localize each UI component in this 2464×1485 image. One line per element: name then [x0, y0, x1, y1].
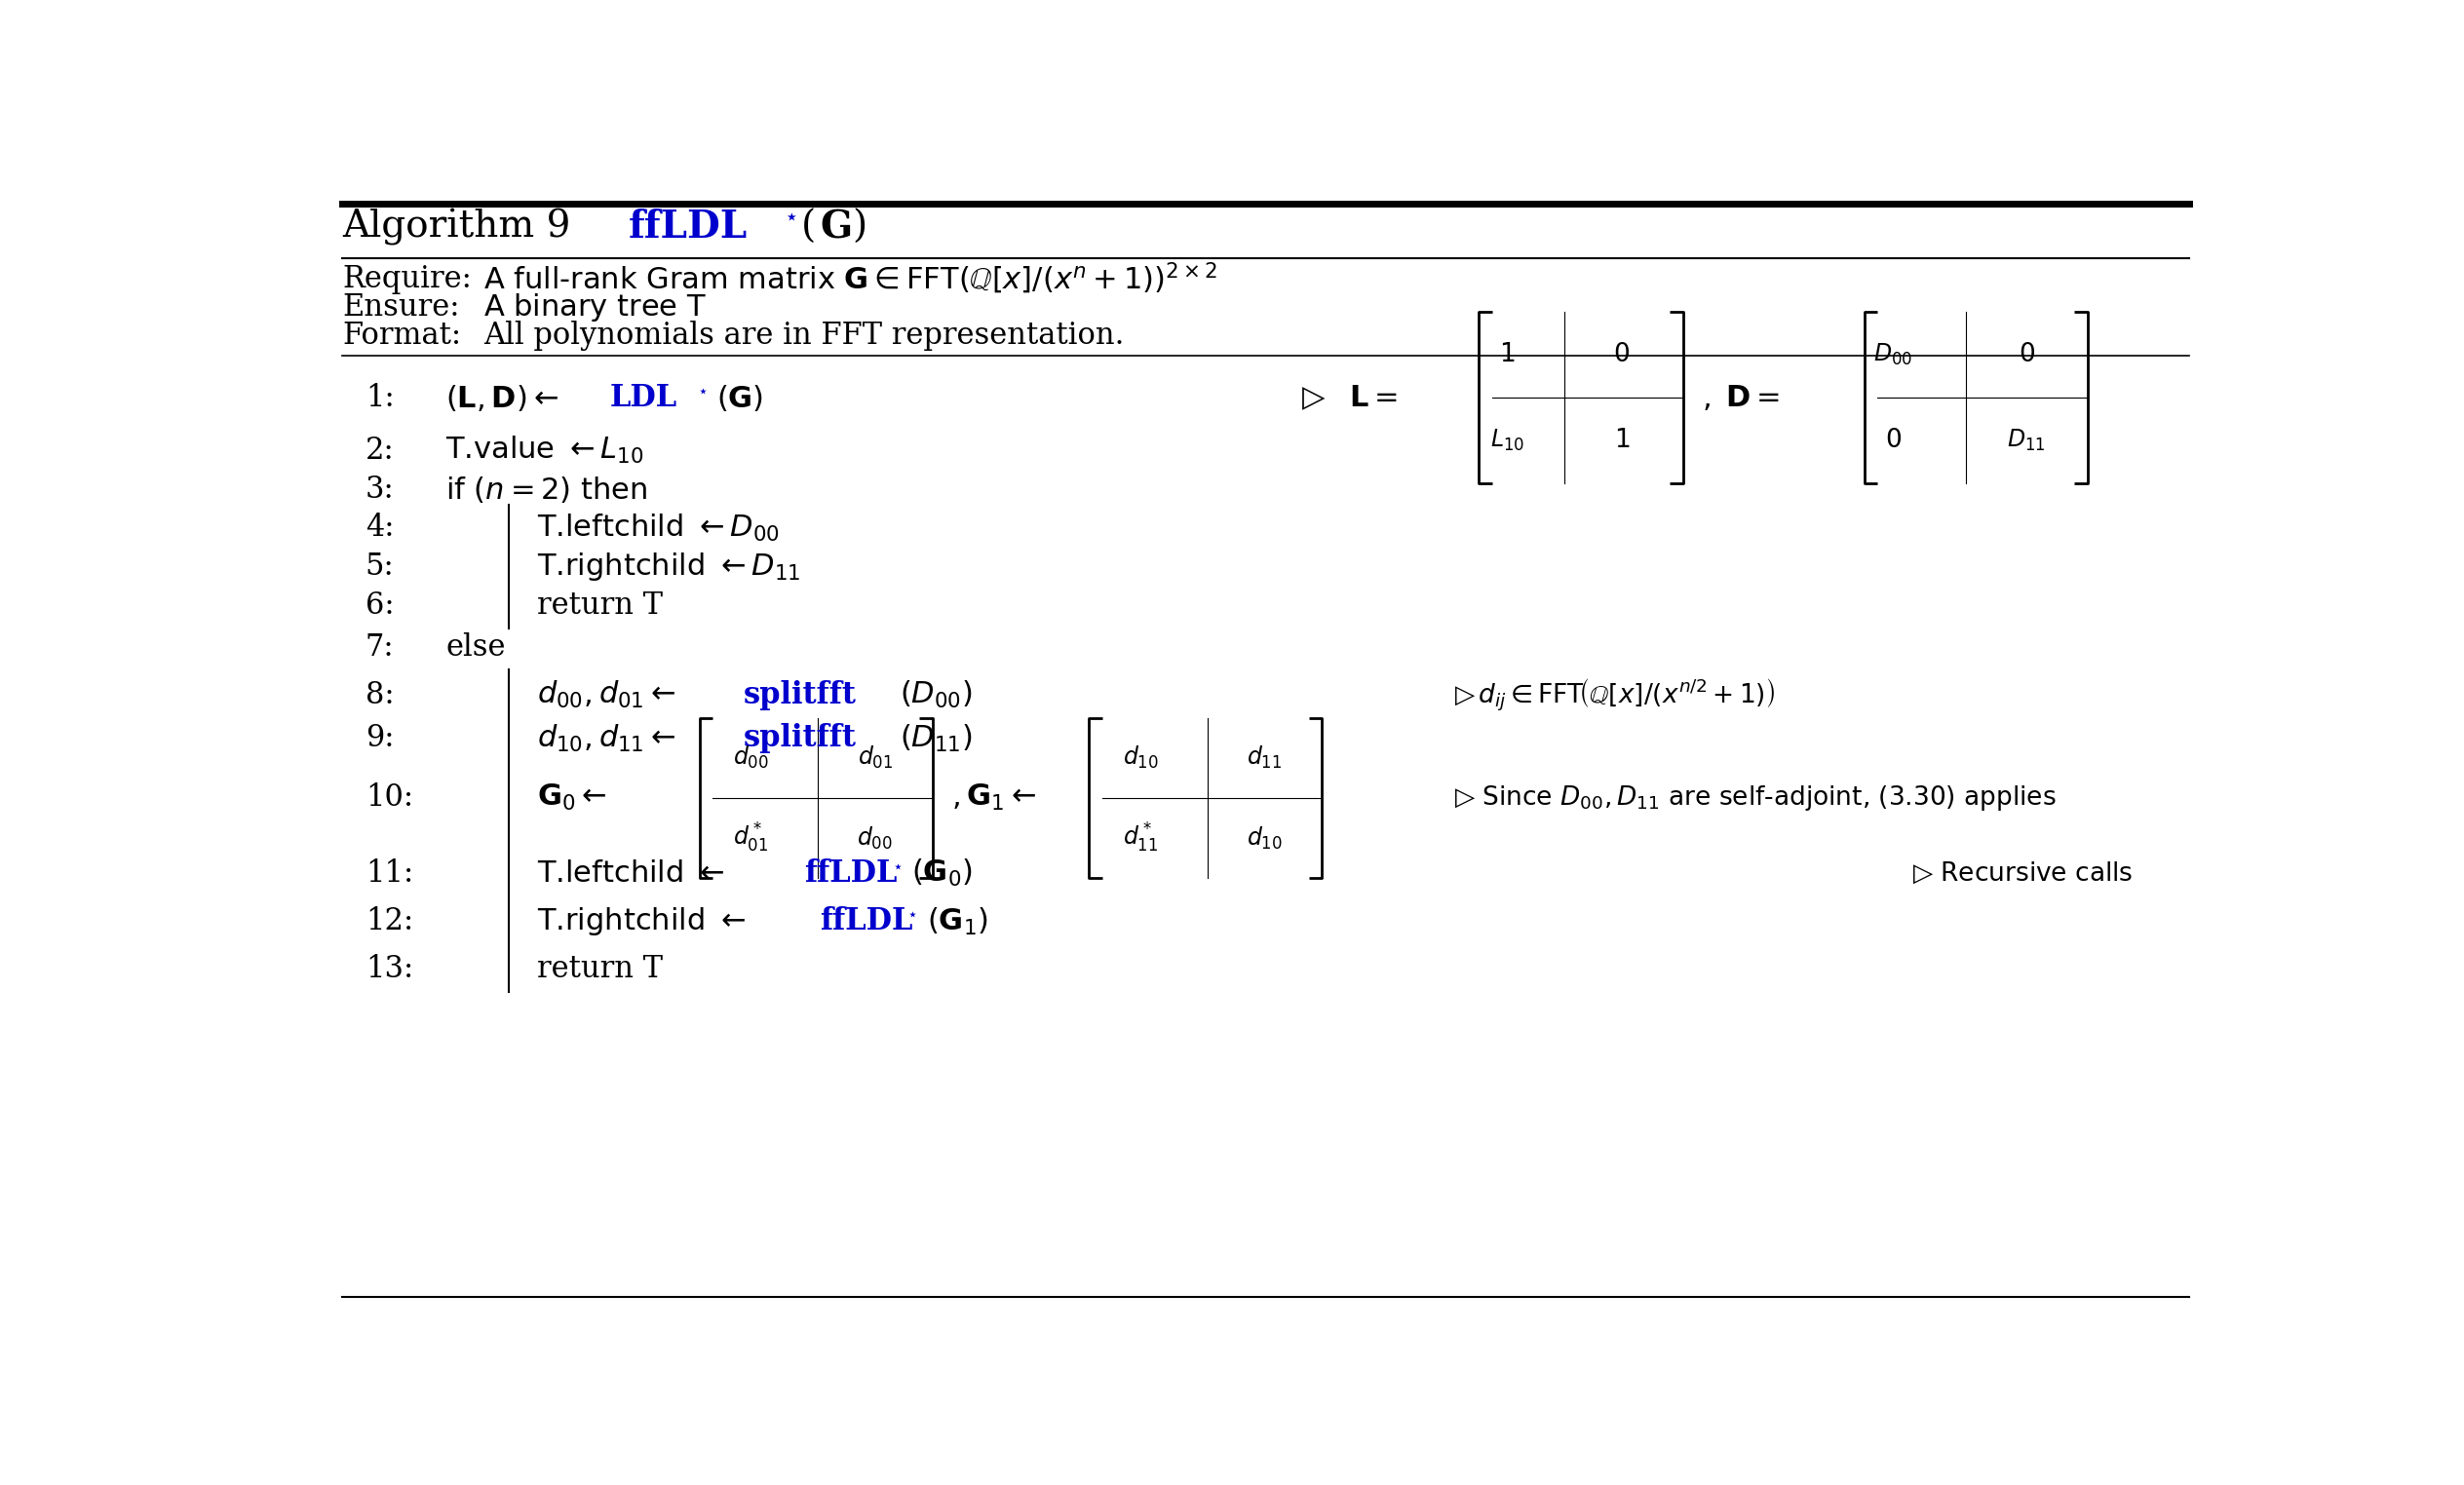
Text: $\triangleright$ Recursive calls: $\triangleright$ Recursive calls: [1912, 860, 2134, 887]
Text: $\triangleright$: $\triangleright$: [1301, 383, 1326, 413]
Text: ffLDL: ffLDL: [821, 906, 912, 937]
Text: $d_{10}$: $d_{10}$: [1124, 744, 1158, 771]
Text: ffLDL: ffLDL: [628, 209, 749, 247]
Text: 2:: 2:: [365, 435, 394, 465]
Text: return T: return T: [537, 591, 663, 621]
Text: $0$: $0$: [1885, 428, 1902, 453]
Text: $d_{11}^*$: $d_{11}^*$: [1124, 821, 1158, 855]
Text: T.value $\leftarrow L_{10}$: T.value $\leftarrow L_{10}$: [446, 435, 643, 466]
Text: A binary tree $\mathrm{T}$: A binary tree $\mathrm{T}$: [483, 291, 707, 324]
Text: $\triangleright\, d_{ij} \in \mathrm{FFT}\!\left(\mathbb{Q}[x]/(x^{n/2}+1)\right: $\triangleright\, d_{ij} \in \mathrm{FFT…: [1454, 677, 1774, 713]
Text: return T: return T: [537, 955, 663, 985]
Text: A full-rank Gram matrix $\mathbf{G} \in \mathrm{FFT}\left(\mathbb{Q}[x]/(x^n+1)\: A full-rank Gram matrix $\mathbf{G} \in …: [483, 261, 1217, 297]
Text: T.rightchild $\leftarrow$: T.rightchild $\leftarrow$: [537, 906, 747, 937]
Text: if $(n = 2)$ then: if $(n = 2)$ then: [446, 474, 648, 505]
Text: Ensure:: Ensure:: [342, 293, 461, 322]
Text: $^\star$: $^\star$: [779, 212, 798, 244]
Text: Algorithm 9: Algorithm 9: [342, 209, 584, 247]
Text: $^\star$: $^\star$: [890, 861, 902, 885]
Text: $,$: $,$: [1703, 383, 1710, 411]
Text: $1$: $1$: [1498, 342, 1515, 367]
Text: T.rightchild $\leftarrow D_{11}$: T.rightchild $\leftarrow D_{11}$: [537, 551, 801, 584]
Text: 9:: 9:: [365, 723, 394, 753]
Text: 11:: 11:: [365, 858, 414, 888]
Text: $, \mathbf{G}_1 \leftarrow$: $, \mathbf{G}_1 \leftarrow$: [951, 783, 1037, 814]
Text: LDL: LDL: [609, 383, 678, 413]
Text: ): ): [853, 209, 867, 245]
Text: $1$: $1$: [1614, 428, 1629, 453]
Text: $\mathbf{D} =$: $\mathbf{D} =$: [1725, 383, 1779, 411]
Text: $(\mathbf{L},\mathbf{D}) \leftarrow$: $(\mathbf{L},\mathbf{D}) \leftarrow$: [446, 383, 559, 413]
Text: $(\mathbf{G}_0)$: $(\mathbf{G}_0)$: [912, 858, 973, 890]
Text: ffLDL: ffLDL: [803, 858, 897, 888]
Text: $\mathbf{G}_0 \leftarrow$: $\mathbf{G}_0 \leftarrow$: [537, 783, 606, 814]
Text: $d_{01}$: $d_{01}$: [857, 744, 892, 771]
Text: 12:: 12:: [365, 906, 414, 937]
Text: $d_{01}^*$: $d_{01}^*$: [734, 821, 769, 855]
Text: 1:: 1:: [365, 383, 394, 413]
Text: (: (: [801, 209, 816, 245]
Text: 6:: 6:: [365, 591, 394, 621]
Text: T.leftchild $\leftarrow D_{00}$: T.leftchild $\leftarrow D_{00}$: [537, 512, 781, 544]
Text: $\mathbf{L} =$: $\mathbf{L} =$: [1348, 383, 1397, 411]
Text: $^\star$: $^\star$: [904, 910, 919, 933]
Text: Format:: Format:: [342, 321, 461, 350]
Text: 4:: 4:: [365, 512, 394, 544]
Text: $(\mathbf{G})$: $(\mathbf{G})$: [717, 383, 764, 413]
Text: $L_{10}$: $L_{10}$: [1491, 428, 1525, 453]
Text: $0$: $0$: [1614, 342, 1631, 367]
Text: 3:: 3:: [365, 474, 394, 505]
Text: $d_{00}, d_{01} \leftarrow$: $d_{00}, d_{01} \leftarrow$: [537, 680, 675, 711]
Text: 13:: 13:: [365, 955, 414, 985]
Text: $\triangleright$ Since $D_{00}, D_{11}$ are self-adjoint, (3.30) applies: $\triangleright$ Since $D_{00}, D_{11}$ …: [1454, 783, 2055, 812]
Text: $d_{00}$: $d_{00}$: [732, 744, 769, 771]
Text: $d_{11}$: $d_{11}$: [1247, 744, 1281, 771]
Text: $^\star$: $^\star$: [695, 386, 707, 410]
Text: splitfft: splitfft: [744, 680, 857, 710]
Text: 5:: 5:: [365, 552, 394, 582]
Text: Require:: Require:: [342, 264, 473, 294]
Text: $d_{00}$: $d_{00}$: [857, 824, 892, 851]
Text: $0$: $0$: [2018, 342, 2035, 367]
Text: G: G: [821, 209, 853, 247]
Text: $(D_{00})$: $(D_{00})$: [899, 680, 973, 711]
Text: $d_{10}, d_{11} \leftarrow$: $d_{10}, d_{11} \leftarrow$: [537, 723, 675, 754]
Text: $(D_{11})$: $(D_{11})$: [899, 723, 973, 754]
Text: T.leftchild $\leftarrow$: T.leftchild $\leftarrow$: [537, 860, 724, 888]
Text: $(\mathbf{G}_1)$: $(\mathbf{G}_1)$: [926, 906, 988, 937]
Text: 10:: 10:: [365, 783, 414, 814]
Text: $d_{10}$: $d_{10}$: [1247, 824, 1284, 851]
Text: $D_{11}$: $D_{11}$: [2008, 428, 2045, 453]
Text: else: else: [446, 633, 505, 662]
Text: $D_{00}$: $D_{00}$: [1873, 342, 1912, 368]
Text: 8:: 8:: [365, 680, 394, 710]
Text: All polynomials are in FFT representation.: All polynomials are in FFT representatio…: [483, 321, 1124, 350]
Text: 7:: 7:: [365, 633, 394, 662]
Text: splitfft: splitfft: [744, 723, 857, 753]
